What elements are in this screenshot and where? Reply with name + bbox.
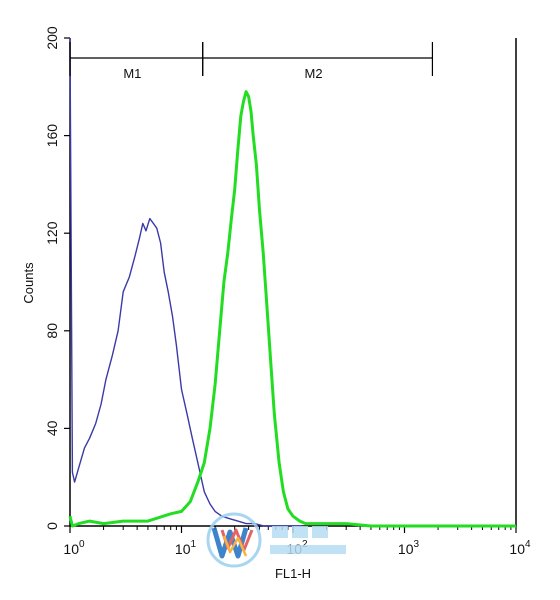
y-tick-label: 0 (44, 522, 60, 530)
x-axis-title: FL1-H (275, 566, 311, 581)
y-tick-label: 80 (44, 323, 60, 339)
x-tick-label: 104 (509, 539, 531, 557)
watermark-logo-mark-1 (272, 526, 288, 538)
x-tick-label: 103 (398, 539, 420, 557)
x-tick-label: 101 (175, 539, 197, 557)
histogram-series-2 (68, 90, 516, 528)
x-tick-exponent: 2 (302, 539, 308, 550)
x-tick-base: 10 (398, 541, 414, 557)
x-tick-exponent: 4 (525, 539, 531, 550)
x-tick-exponent: 0 (79, 539, 85, 550)
watermark-logo-wave-orange (222, 535, 248, 557)
watermark-logo-bar (270, 545, 346, 554)
axis-ticks: 04080120160200100101102103104 (44, 26, 531, 557)
y-tick-label: 120 (44, 221, 60, 245)
y-tick-label: 200 (44, 26, 60, 50)
y-tick-label: 40 (44, 420, 60, 436)
x-tick-base: 10 (63, 541, 79, 557)
x-tick-exponent: 1 (191, 539, 197, 550)
watermark-logo-ring (206, 512, 262, 568)
gate-markers: M1 M2 (69, 42, 434, 81)
x-tick-base: 10 (509, 541, 525, 557)
x-tick-base: 10 (175, 541, 191, 557)
watermark-logo-mark-3 (312, 526, 328, 538)
x-tick-label: 100 (63, 539, 85, 557)
marker-label: M1 (123, 66, 141, 81)
marker-label: M2 (305, 66, 323, 81)
series-layer (68, 37, 516, 528)
y-tick-label: 160 (44, 124, 60, 148)
y-axis-title: Counts (21, 262, 36, 304)
watermark-logo (206, 512, 346, 568)
histogram-series-1 (69, 37, 302, 527)
watermark-logo-mark-2 (292, 526, 308, 538)
x-tick-exponent: 3 (414, 539, 420, 550)
